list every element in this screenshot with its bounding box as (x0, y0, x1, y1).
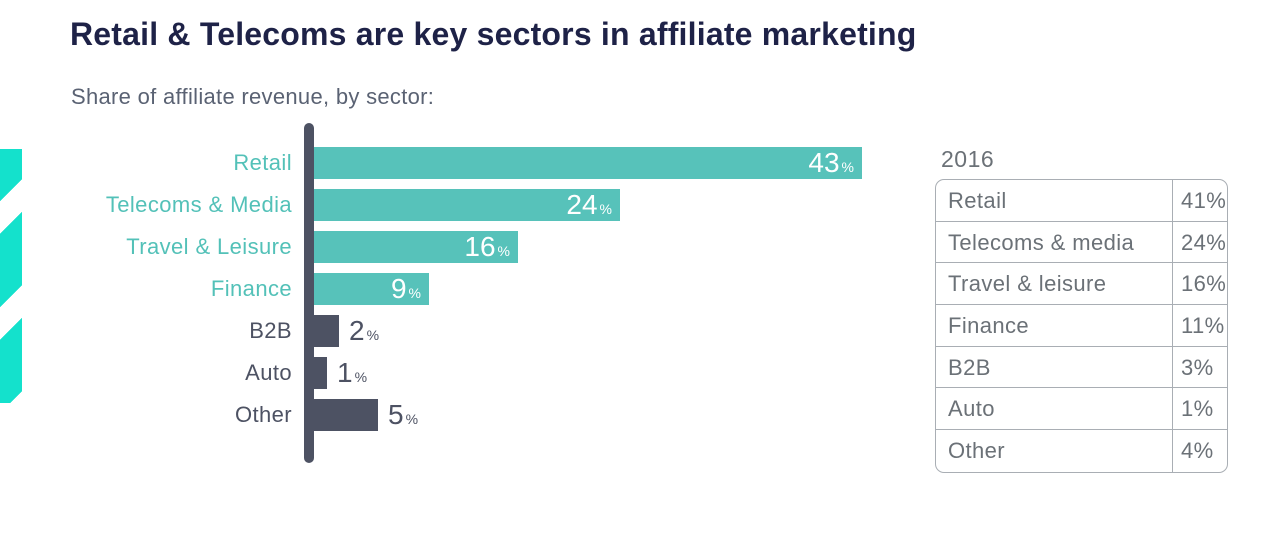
bar-row-finance: Finance 9% (211, 273, 429, 305)
percent-sign: % (841, 159, 854, 175)
table-row: Travel & leisure 16% (936, 263, 1227, 306)
bar-other: 5% (314, 399, 418, 431)
category-label: Travel & Leisure (126, 234, 292, 259)
category-label: Finance (210, 276, 292, 301)
value-label: 16% (464, 231, 510, 262)
bar-row-retail: Retail 43% (233, 147, 862, 179)
bar-auto: 1% (314, 357, 367, 389)
bar-row-other: Other 5% (235, 399, 418, 431)
category-label: Telecoms & Media (105, 192, 292, 217)
table-row: Auto 1% (936, 388, 1227, 431)
table-row: Other 4% (936, 430, 1227, 472)
table-cell-share: 41% (1172, 180, 1227, 221)
table-cell-sector: Finance (948, 313, 1030, 339)
category-label: Auto (245, 360, 292, 385)
table-cell-share: 1% (1172, 388, 1227, 430)
bar-chart: Retail 43% Telecoms & Media 24% Travel &… (106, 123, 862, 463)
category-label: Retail (233, 150, 292, 175)
table-cell-share: 11% (1172, 305, 1227, 346)
percent-sign: % (408, 285, 421, 301)
bar-telecoms: 24% (314, 189, 620, 221)
table-cell-sector: Telecoms & media (948, 229, 1135, 255)
value-label: 9% (390, 273, 421, 304)
diagonal-stripe-decoration (0, 149, 22, 403)
category-label: Other (234, 402, 292, 427)
chart-axis-line (304, 123, 314, 463)
table-cell-sector: B2B (948, 354, 991, 380)
percent-sign: % (354, 369, 368, 385)
percent-sign: % (405, 411, 419, 427)
table-year-header: 2016 (941, 146, 995, 172)
table-cell-sector: Retail (948, 188, 1007, 213)
value-label: 5% (388, 399, 419, 430)
table-cell-share: 4% (1172, 430, 1227, 472)
table-cell-sector: Auto (948, 396, 995, 422)
bar-finance: 9% (314, 273, 429, 305)
bar-travel: 16% (314, 231, 518, 263)
table-cell-sector: Other (948, 438, 1006, 464)
percent-sign: % (366, 327, 380, 343)
bar-b2b: 2% (314, 315, 379, 347)
table-cell-share: 3% (1172, 346, 1227, 388)
percent-sign: % (497, 243, 510, 259)
value-label: 1% (337, 357, 368, 388)
percent-sign: % (599, 201, 612, 217)
value-label: 2% (349, 315, 380, 346)
table-row: B2B 3% (936, 346, 1227, 389)
table-row: Finance 11% (936, 305, 1227, 347)
value-label: 43% (808, 147, 854, 178)
bar-row-telecoms: Telecoms & Media 24% (106, 189, 620, 221)
category-label: B2B (249, 318, 292, 343)
table-cell-sector: Travel & leisure (948, 271, 1107, 297)
data-table: Retail 41% Telecoms & media 24% Travel &… (935, 179, 1228, 473)
table-row: Telecoms & media 24% (936, 221, 1227, 264)
bar-row-travel: Travel & Leisure 16% (126, 231, 518, 263)
page-title: Retail & Telecoms are key sectors in aff… (70, 16, 917, 52)
chart-subtitle: Share of affiliate revenue, by sector: (71, 84, 435, 109)
bar-row-b2b: B2B 2% (249, 315, 379, 347)
value-label: 24% (566, 189, 612, 220)
bar-retail: 43% (314, 147, 862, 179)
table-row: Retail 41% (936, 180, 1227, 222)
table-cell-share: 16% (1172, 263, 1227, 305)
table-cell-share: 24% (1172, 221, 1227, 263)
bar-row-auto: Auto 1% (245, 357, 367, 389)
